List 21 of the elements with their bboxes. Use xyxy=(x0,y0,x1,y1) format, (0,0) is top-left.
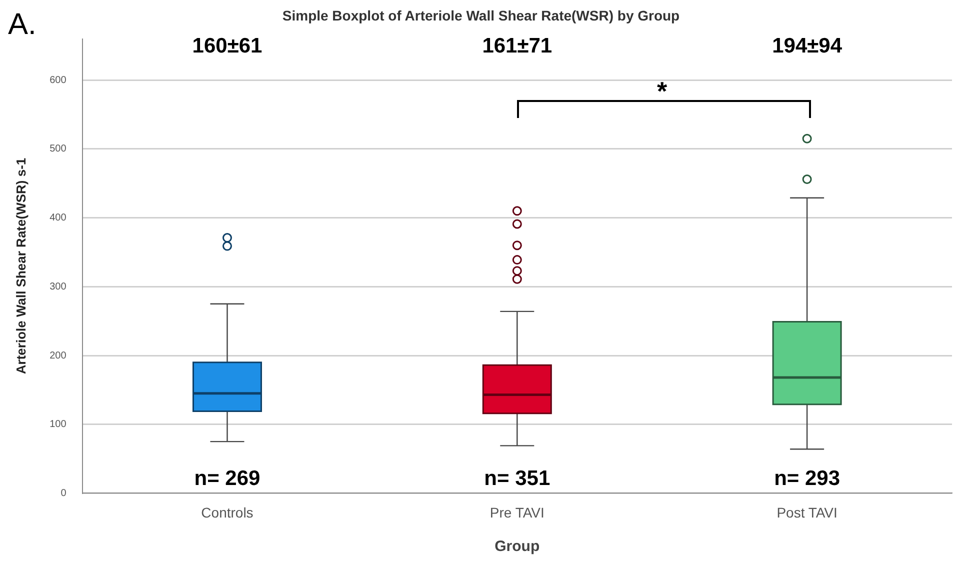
y-tick-label: 0 xyxy=(60,488,67,499)
y-tick-label: 200 xyxy=(50,350,67,362)
y-tick-label: 300 xyxy=(50,281,67,292)
annotation: n= 293 xyxy=(774,466,840,490)
y-tick-label: 100 xyxy=(50,419,67,430)
annotation: n= 269 xyxy=(194,466,260,490)
annotation: 194±94 xyxy=(772,34,842,58)
x-axis-title: Group xyxy=(494,538,540,556)
annotation: * xyxy=(657,76,668,108)
x-tick-label: Controls xyxy=(201,504,254,520)
text: A. xyxy=(8,8,36,42)
y-tick-label: 400 xyxy=(50,212,67,224)
y-axis-title: Arteriole Wall Shear Rate(WSR) s-1 xyxy=(13,158,28,374)
chart-title: Simple Boxplot of Arteriole Wall Shear Rate(WSR) by Group xyxy=(282,7,680,24)
annotation: n= 351 xyxy=(484,466,550,490)
annotation: 160±61 xyxy=(192,34,263,58)
x-tick-label: Post TAVI xyxy=(776,504,838,520)
x-tick-label: Pre TAVI xyxy=(490,504,544,520)
y-tick-label: 600 xyxy=(50,74,67,86)
annotation: 161±71 xyxy=(482,34,552,58)
y-tick-label: 500 xyxy=(50,144,67,155)
